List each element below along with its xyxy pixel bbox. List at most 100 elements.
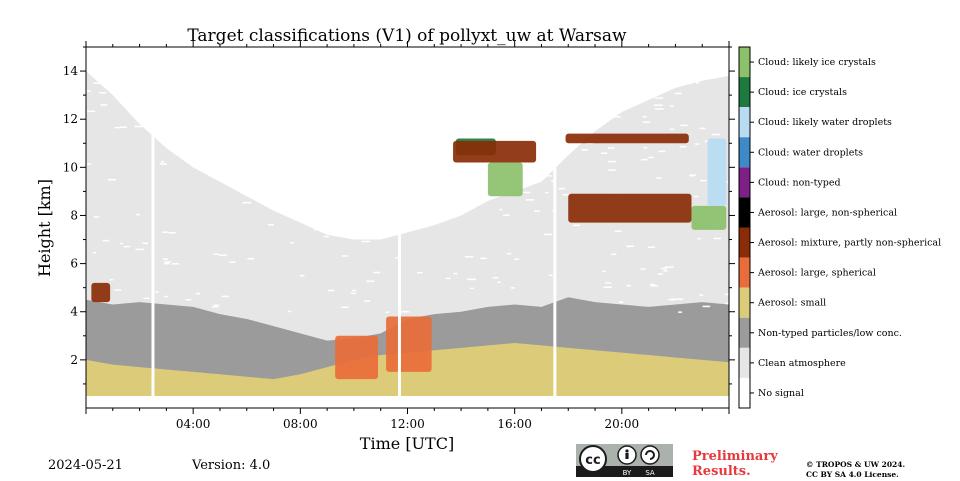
speckle — [290, 241, 294, 244]
speckle — [361, 240, 371, 243]
speckle — [247, 170, 253, 172]
speckle — [503, 214, 510, 216]
speckle — [288, 310, 292, 313]
speckle — [540, 75, 549, 78]
speckle — [214, 156, 219, 158]
speckle — [700, 179, 707, 182]
speckle — [248, 99, 258, 102]
speckle — [546, 131, 554, 133]
speckle — [510, 287, 515, 289]
speckle — [195, 292, 201, 295]
speckle — [400, 311, 410, 313]
speckle — [702, 305, 711, 308]
speckle — [114, 126, 120, 129]
legend-swatch — [739, 167, 750, 198]
speckle — [307, 151, 316, 154]
speckle — [282, 163, 289, 166]
legend-label: Aerosol: large, non-spherical — [757, 207, 897, 218]
speckle — [299, 275, 305, 277]
speckle — [395, 257, 399, 259]
speckle — [695, 81, 700, 84]
x-tick-label: 20:00 — [605, 417, 640, 431]
legend-label: Cloud: ice crystals — [758, 87, 847, 98]
speckle — [156, 90, 161, 93]
feature-aerosol-mixture-partly-non-spherical — [565, 133, 689, 144]
speckle — [713, 237, 722, 240]
speckle — [404, 175, 412, 177]
legend-label: Cloud: likely water droplets — [758, 117, 892, 128]
speckle — [475, 84, 480, 86]
speckle — [643, 121, 651, 123]
speckle — [530, 164, 534, 166]
speckle — [370, 101, 378, 104]
speckle — [534, 210, 540, 212]
speckle — [437, 214, 445, 216]
speckle — [249, 163, 257, 166]
speckle — [414, 143, 420, 145]
speckle — [239, 80, 249, 83]
speckle — [221, 295, 229, 298]
speckle — [100, 104, 108, 106]
speckle — [110, 75, 117, 77]
speckle — [298, 217, 307, 220]
speckle — [385, 311, 390, 313]
speckle — [464, 256, 474, 258]
speckle — [640, 158, 648, 161]
speckle — [186, 87, 196, 90]
y-axis: 2 4 6 8 10 12 14 — [63, 46, 735, 385]
speckle — [286, 74, 296, 77]
speckle — [347, 179, 356, 181]
speckle — [364, 300, 371, 302]
speckle — [675, 298, 684, 300]
speckle — [365, 216, 370, 219]
speckle — [123, 245, 131, 248]
speckle — [654, 108, 664, 110]
x-axis: 04:00 08:00 12:00 16:00 20:00 — [85, 41, 730, 431]
speckle — [162, 231, 169, 233]
speckle — [605, 282, 612, 284]
speckle — [109, 279, 114, 281]
speckle — [246, 105, 255, 107]
speckle — [626, 245, 634, 248]
legend-label: Non-typed particles/low conc. — [758, 328, 902, 339]
cc-icon — [579, 445, 607, 473]
speckle — [678, 311, 682, 313]
speckle — [142, 242, 148, 245]
legend-swatch — [739, 197, 750, 228]
speckle — [143, 297, 150, 300]
speckle — [357, 149, 366, 152]
legend-frame — [738, 46, 751, 409]
speckle — [299, 183, 307, 186]
speckle — [190, 108, 198, 110]
speckle — [135, 248, 145, 251]
y-tick-label: 14 — [63, 64, 79, 78]
speckle — [541, 143, 545, 146]
speckle — [543, 233, 553, 236]
x-axis-label: Time [UTC] — [360, 434, 454, 453]
legend-label: Aerosol: large, spherical — [757, 268, 876, 279]
legend-label: Cloud: likely ice crystals — [758, 57, 876, 68]
speckle — [506, 252, 512, 255]
speckle — [93, 216, 100, 218]
speckle — [102, 239, 109, 242]
speckle — [470, 287, 474, 290]
cc-license-badge: cc BY SA — [576, 444, 673, 477]
speckle — [247, 258, 255, 260]
speckle — [405, 177, 414, 180]
speckle — [221, 136, 228, 138]
speckle — [487, 129, 491, 132]
copyright-line-1: © TROPOS & UW 2024. — [806, 460, 906, 469]
speckle — [585, 142, 594, 145]
speckle — [383, 111, 393, 113]
feature-aerosol-mixture-partly-non-spherical — [453, 140, 537, 163]
speckle — [164, 295, 168, 298]
speckle — [162, 258, 169, 260]
speckle — [643, 147, 648, 149]
speckle — [487, 134, 496, 137]
speckle — [601, 152, 608, 154]
speckle — [640, 268, 646, 270]
speckle — [213, 253, 220, 255]
speckle — [239, 99, 244, 101]
speckle — [171, 263, 179, 265]
speckle — [614, 230, 622, 232]
